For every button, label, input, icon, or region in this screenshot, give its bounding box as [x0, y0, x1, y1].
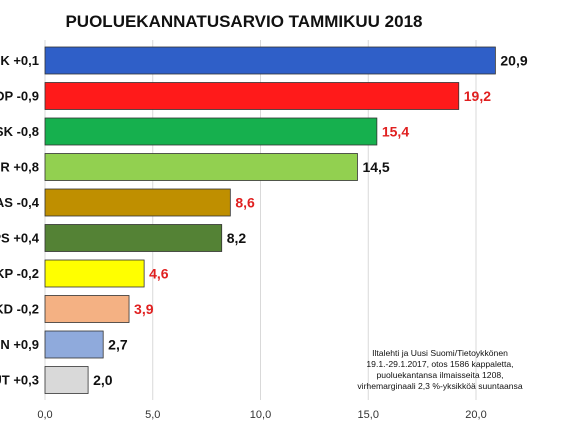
category-label: PS +0,4: [0, 231, 40, 246]
x-tick-label: 20,0: [465, 409, 486, 421]
category-label: UT +0,3: [0, 373, 39, 388]
bar: [44, 259, 145, 288]
annotation-line: puoluekantansa ilmaisseita 1208,: [376, 370, 503, 380]
category-label: AS -0,4: [0, 195, 40, 210]
annotation-line: Iltalehti ja Uusi Suomi/Tietoykkönen: [372, 348, 508, 358]
bar: [44, 295, 130, 323]
bar: [44, 153, 358, 181]
bar: [44, 82, 460, 110]
bar: [44, 117, 378, 146]
bar: [44, 46, 496, 75]
category-label: OK +0,1: [0, 53, 39, 68]
value-label: 8,6: [235, 195, 255, 211]
bar: [44, 188, 231, 217]
value-label: 4,6: [149, 266, 169, 282]
x-tick-label: 5,0: [145, 409, 160, 421]
category-label: DP -0,9: [0, 89, 39, 104]
x-tick-label: 15,0: [358, 409, 379, 421]
value-label: 2,7: [108, 337, 128, 353]
value-label: 19,2: [464, 88, 491, 104]
value-label: 8,2: [227, 230, 247, 246]
bar: [44, 366, 89, 394]
chart-title: PUOLUEKANNATUSARVIO TAMMIKUU 2018: [65, 12, 422, 31]
category-label: ESK -0,8: [0, 124, 39, 139]
x-tick-label: 10,0: [250, 409, 271, 421]
value-label: 15,4: [382, 124, 409, 140]
bar: [44, 330, 104, 359]
category-label: HR +0,8: [0, 160, 39, 175]
value-label: 20,9: [500, 53, 527, 69]
value-label: 2,0: [93, 372, 113, 388]
bar: [44, 224, 223, 252]
annotation-line: 19.1.-29.1.2017, otos 1586 kappaletta,: [366, 359, 513, 369]
category-label: KD -0,2: [0, 302, 39, 317]
x-tick-label: 0,0: [37, 409, 52, 421]
category-label: KP -0,2: [0, 266, 39, 281]
value-label: 3,9: [134, 301, 154, 317]
category-label: IN +0,9: [0, 337, 39, 352]
value-label: 14,5: [362, 159, 389, 175]
annotation-line: virhemarginaali 2,3 %-yksikköä suuntaans…: [357, 381, 522, 391]
